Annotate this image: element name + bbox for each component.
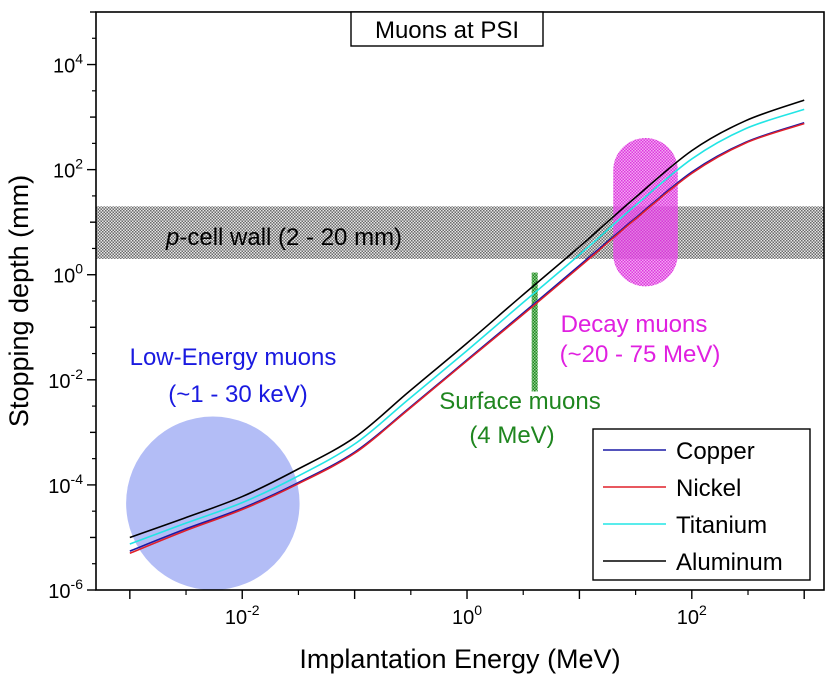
pcell-wall-band bbox=[96, 206, 824, 259]
pcell-wall-label-italic: p bbox=[165, 224, 179, 251]
series-line-titanium bbox=[129, 108, 805, 545]
x-axis-title: Implantation Energy (MeV) bbox=[299, 644, 620, 674]
y-tick-label: 10-6 bbox=[48, 576, 83, 603]
legend-copper: Copper bbox=[676, 438, 755, 465]
low-energy-muons-region bbox=[126, 416, 300, 590]
y-tick-label: 10-2 bbox=[48, 366, 83, 393]
low-energy-label-1: Low-Energy muons bbox=[130, 344, 337, 371]
surface-label-1: Surface muons bbox=[439, 388, 600, 415]
legend-titanium: Titanium bbox=[676, 512, 767, 539]
decay-label-2: (~20 - 75 MeV) bbox=[560, 341, 721, 368]
y-tick-label: 104 bbox=[53, 51, 83, 78]
x-tick-label: 102 bbox=[677, 602, 707, 629]
series-line-nickel bbox=[129, 122, 805, 555]
legend-aluminum: Aluminum bbox=[676, 549, 783, 576]
series-line-aluminum bbox=[129, 99, 805, 539]
pcell-wall-label: p-cell wall (2 - 20 mm) bbox=[165, 224, 402, 251]
legend: Copper Nickel Titanium Aluminum bbox=[592, 428, 811, 581]
y-tick-label: 102 bbox=[53, 156, 83, 183]
surface-label-2: (4 MeV) bbox=[469, 422, 554, 449]
decay-label-1: Decay muons bbox=[561, 311, 708, 338]
pcell-wall-label-rest: -cell wall (2 - 20 mm) bbox=[179, 224, 402, 251]
legend-nickel: Nickel bbox=[676, 475, 741, 502]
decay-band-overlap bbox=[613, 206, 678, 259]
chart-title: Muons at PSI bbox=[375, 17, 519, 44]
y-tick-label: 100 bbox=[53, 261, 83, 288]
x-tick-label: 100 bbox=[452, 602, 482, 629]
surface-muons-region bbox=[531, 272, 538, 392]
x-tick-label: 10-2 bbox=[225, 602, 260, 629]
low-energy-label-2: (~1 - 30 keV) bbox=[168, 381, 307, 408]
y-tick-label: 10-4 bbox=[48, 471, 83, 498]
y-axis-title: Stopping depth (mm) bbox=[4, 175, 34, 427]
chart-title-box: Muons at PSI bbox=[350, 11, 544, 47]
